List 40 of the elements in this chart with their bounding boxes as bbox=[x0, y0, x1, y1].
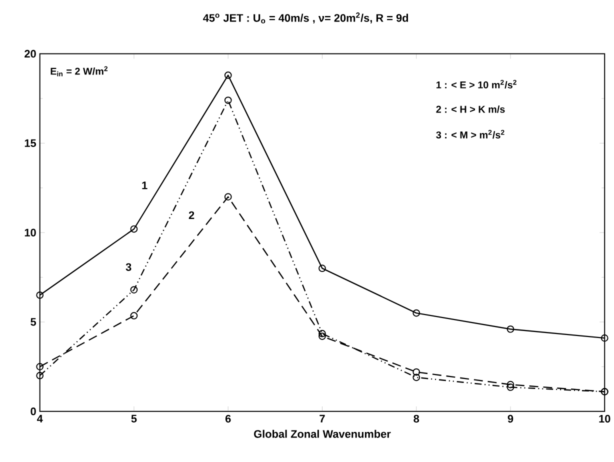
point bbox=[224, 71, 232, 79]
x-tick-label: 9 bbox=[508, 414, 514, 423]
series-label: 3 bbox=[126, 263, 132, 271]
point bbox=[130, 286, 138, 294]
point bbox=[36, 362, 44, 370]
point bbox=[318, 264, 326, 272]
point bbox=[412, 368, 420, 376]
series-label: 1 bbox=[142, 182, 148, 190]
series-label: 2 bbox=[188, 211, 194, 219]
point bbox=[412, 309, 420, 317]
y-tick-label: 15 bbox=[24, 139, 36, 147]
annotation: 3 : < M > m$^{2}$/s$^{2}$ bbox=[436, 130, 504, 138]
x-tick-label: 4 bbox=[36, 414, 43, 422]
x-tick-label: 5 bbox=[131, 414, 137, 422]
point bbox=[318, 332, 326, 340]
point bbox=[506, 380, 514, 388]
annotation: 2 : < H > K m/s bbox=[436, 105, 505, 113]
chart-title: 45$^{o}$ JET : U$_{o}$ = 40m/s , ν= 20m$^{2}$/s, R = 9d bbox=[203, 12, 408, 24]
point bbox=[412, 374, 420, 382]
point bbox=[224, 96, 232, 104]
x-tick-label: 7 bbox=[320, 414, 325, 422]
point bbox=[600, 334, 608, 342]
point bbox=[36, 372, 44, 380]
point bbox=[224, 193, 232, 200]
annotation: E$_{in}$ = 2 W/m$^{2}$ bbox=[50, 66, 108, 76]
annotation: 1 : < E > 10 m$^{2}$/s$^{2}$ bbox=[436, 80, 516, 88]
point bbox=[506, 383, 514, 391]
point bbox=[318, 330, 326, 338]
point bbox=[130, 312, 138, 320]
point bbox=[130, 225, 138, 233]
point bbox=[506, 325, 514, 333]
x-axis-title: Global Zonal Wavenumber bbox=[254, 430, 391, 438]
y-tick-label: 0 bbox=[30, 407, 36, 416]
x-tick-label: 10 bbox=[599, 414, 610, 423]
y-tick-label: 10 bbox=[24, 228, 36, 236]
x-tick-label: 8 bbox=[414, 414, 420, 423]
y-tick-label: 5 bbox=[30, 318, 36, 326]
y-tick-label: 20 bbox=[24, 50, 36, 58]
point bbox=[36, 291, 44, 299]
x-tick-label: 6 bbox=[225, 414, 231, 423]
